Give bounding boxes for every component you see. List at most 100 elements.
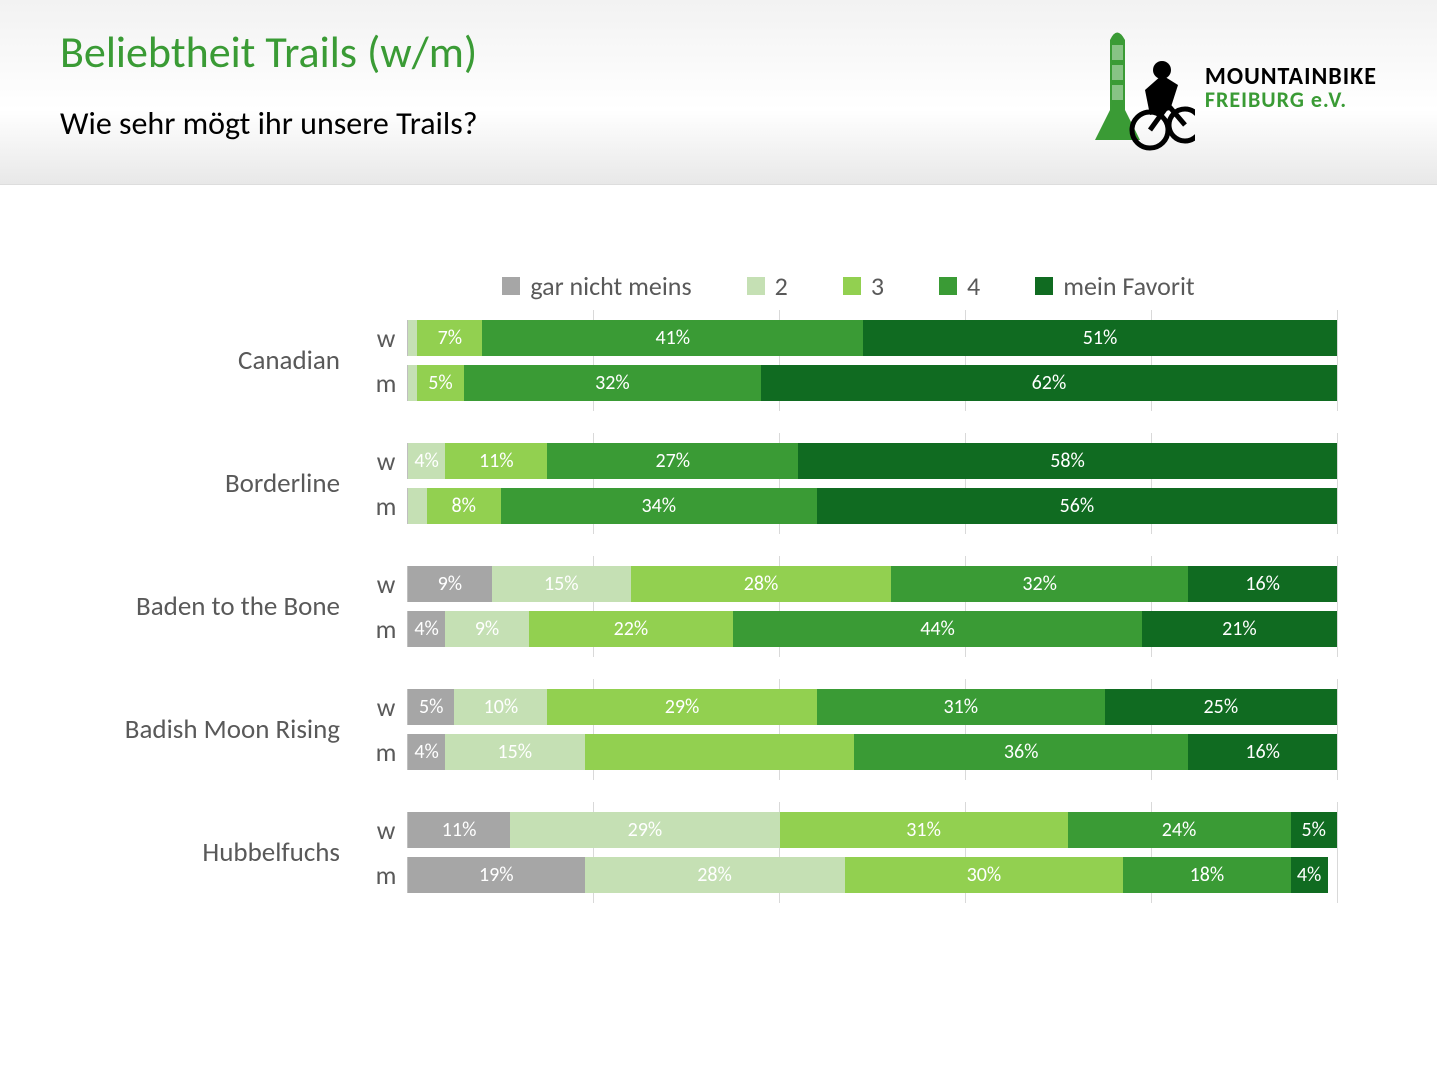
bar-segment: 15% [492, 566, 631, 602]
legend-swatch [843, 277, 861, 295]
bar-segment: 18% [1123, 857, 1290, 893]
trail-group: Baden to the Bonew9%15%28%32%16%m4%9%22%… [100, 566, 1337, 647]
trail-label: Hubbelfuchs [100, 836, 365, 869]
legend-label: 3 [871, 270, 884, 302]
bar-segment: 9% [445, 611, 529, 647]
bar-segment: 19% [408, 857, 585, 893]
bar-segment: 11% [445, 443, 547, 479]
bar-segment: 58% [798, 443, 1337, 479]
legend-swatch [502, 277, 520, 295]
stacked-bar: 4%15%36%16% [407, 734, 1337, 770]
bar-segment: 30% [845, 857, 1124, 893]
bar-segment: 62% [761, 365, 1337, 401]
gender-label: m [365, 613, 407, 645]
legend-label: 2 [775, 270, 788, 302]
bar-segment: 4% [408, 611, 445, 647]
gender-label: m [365, 736, 407, 768]
bar-segment: 36% [854, 734, 1188, 770]
gender-label: w [365, 445, 407, 477]
trail-label: Canadian [100, 344, 365, 377]
bar-segment: 11% [408, 812, 510, 848]
bar-segment [585, 734, 854, 770]
chart: gar nicht meins234mein Favorit Canadianw… [0, 185, 1437, 975]
bar-rows: w7%41%51%m5%32%62% [365, 320, 1337, 401]
gender-label: m [365, 490, 407, 522]
header: Beliebtheit Trails (w/m) Wie sehr mögt i… [0, 0, 1437, 185]
bar-segment [408, 320, 417, 356]
bar-rows: w9%15%28%32%16%m4%9%22%44%21% [365, 566, 1337, 647]
bar-segment: 9% [408, 566, 492, 602]
legend-item: 2 [747, 270, 788, 302]
stacked-bar: 9%15%28%32%16% [407, 566, 1337, 602]
bar-segment: 4% [408, 443, 445, 479]
logo-line2: FREIBURG e.V. [1205, 89, 1377, 111]
trail-group: Hubbelfuchsw11%29%31%24%5% m19%28%30%18%4… [100, 812, 1337, 893]
bar-segment: 5% [417, 365, 463, 401]
bar-segment: 8% [427, 488, 501, 524]
legend-item: gar nicht meins [502, 270, 691, 302]
bar-segment: 10% [454, 689, 547, 725]
gender-label: m [365, 859, 407, 891]
bar-row: w9%15%28%32%16% [365, 566, 1337, 602]
bar-segment: 5% [408, 689, 454, 725]
bar-rows: w11%29%31%24%5% m19%28%30%18%4% [365, 812, 1337, 893]
stacked-bar: 7%41%51% [407, 320, 1337, 356]
legend-label: gar nicht meins [530, 270, 691, 302]
logo: MOUNTAINBIKE FREIBURG e.V. [1090, 20, 1377, 155]
stacked-bar: 5%10%29%31%25% [407, 689, 1337, 725]
trail-label: Borderline [100, 467, 365, 500]
bar-segment: 31% [780, 812, 1068, 848]
bar-segment: 24% [1068, 812, 1291, 848]
bar-segment: 56% [817, 488, 1337, 524]
bar-row: m5%32%62% [365, 365, 1337, 401]
legend-item: 3 [843, 270, 884, 302]
bar-row: w4%11%27%58% [365, 443, 1337, 479]
gender-label: m [365, 367, 407, 399]
legend-item: mein Favorit [1035, 270, 1194, 302]
stacked-bar: 4%9%22%44%21% [407, 611, 1337, 647]
gender-label: w [365, 814, 407, 846]
bar-row: w5%10%29%31%25% [365, 689, 1337, 725]
bar-segment: 31% [817, 689, 1105, 725]
bar-segment: 51% [863, 320, 1337, 356]
bar-segment: 21% [1142, 611, 1337, 647]
stacked-bar: 5%32%62% [407, 365, 1337, 401]
bar-segment: 28% [631, 566, 891, 602]
legend-swatch [747, 277, 765, 295]
legend-swatch [1035, 277, 1053, 295]
trail-group: Canadianw7%41%51%m5%32%62% [100, 320, 1337, 401]
bar-row: w7%41%51% [365, 320, 1337, 356]
trail-label: Badish Moon Rising [100, 713, 365, 746]
bar-row: m19%28%30%18%4% [365, 857, 1337, 893]
logo-icon [1090, 20, 1195, 155]
legend-swatch [939, 277, 957, 295]
gender-label: w [365, 568, 407, 600]
bar-segment: 25% [1105, 689, 1337, 725]
trail-group: Badish Moon Risingw5%10%29%31%25%m4%15%3… [100, 689, 1337, 770]
bar-segment: 27% [547, 443, 798, 479]
trail-group: Borderlinew4%11%27%58% m8%34%56% [100, 443, 1337, 524]
legend-label: mein Favorit [1063, 270, 1194, 302]
bar-segment [408, 488, 427, 524]
legend-item: 4 [939, 270, 980, 302]
gender-label: w [365, 322, 407, 354]
bar-segment: 41% [482, 320, 863, 356]
bar-segment: 28% [585, 857, 845, 893]
gender-label: w [365, 691, 407, 723]
bar-row: m4%15%36%16% [365, 734, 1337, 770]
bar-segment: 7% [417, 320, 482, 356]
bar-segment: 32% [891, 566, 1188, 602]
bar-segment: 5% [1291, 812, 1337, 848]
bar-segment: 4% [1291, 857, 1328, 893]
legend-label: 4 [967, 270, 980, 302]
bar-rows: w5%10%29%31%25%m4%15%36%16% [365, 689, 1337, 770]
bar-segment: 16% [1188, 734, 1337, 770]
bar-row: m4%9%22%44%21% [365, 611, 1337, 647]
bar-segment: 22% [529, 611, 733, 647]
stacked-bar: 8%34%56% [407, 488, 1337, 524]
bar-segment: 29% [547, 689, 816, 725]
bar-segment: 44% [733, 611, 1142, 647]
bar-segment: 29% [510, 812, 779, 848]
bar-segment: 4% [408, 734, 445, 770]
logo-text: MOUNTAINBIKE FREIBURG e.V. [1205, 65, 1377, 111]
